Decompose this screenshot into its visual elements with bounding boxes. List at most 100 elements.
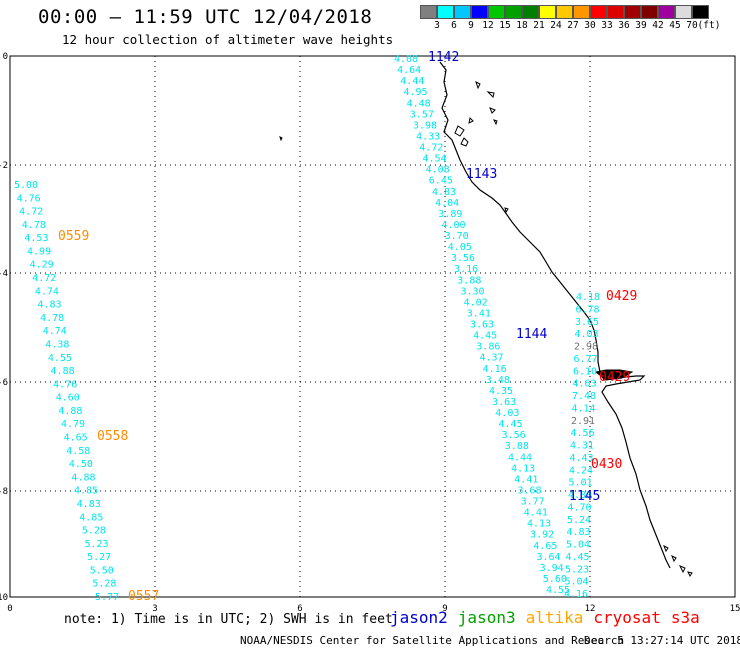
wave-height-value: 3.88 <box>457 275 481 286</box>
pass-time-label: 0559 <box>58 229 89 244</box>
wave-height-value: 4.02 <box>464 297 488 308</box>
wave-height-value: 4.74 <box>43 326 67 337</box>
footer-note: note: 1) Time is in UTC; 2) SWH is in fe… <box>64 612 393 627</box>
wave-height-value: 4.35 <box>489 386 513 397</box>
legend-swatch <box>675 5 692 19</box>
wave-height-value: 2.91 <box>571 416 595 427</box>
wave-height-value: 4.50 <box>69 459 93 470</box>
track-jason-central: 4.084.644.444.954.483.573.984.334.724.54… <box>394 54 570 596</box>
wave-height-value: 4.08 <box>426 165 450 176</box>
wave-height-value: 3.86 <box>476 342 500 353</box>
wave-height-value: 4.83 <box>37 300 61 311</box>
legend-label: 6 <box>451 20 457 31</box>
wave-height-value: 4.63 <box>572 379 596 390</box>
credit-line: NOAA/NESDIS Center for Satellite Applica… <box>240 634 625 647</box>
wave-height-value: 3.89 <box>438 209 462 220</box>
wave-height-value: 5.23 <box>85 539 109 550</box>
wave-height-value: 4.05 <box>448 242 472 253</box>
wave-height-value: 3.56 <box>451 253 475 264</box>
wave-height-value: 5.00 <box>14 180 38 191</box>
wave-height-value: 3.48 <box>486 375 510 386</box>
legend-label: 27 <box>567 20 579 31</box>
wave-height-value: 4.45 <box>473 331 497 342</box>
generated-timestamp: Dec 5 13:27:14 UTC 2018 <box>584 634 740 647</box>
legend-swatch <box>505 5 522 19</box>
wave-height-value: 5.60 <box>543 574 567 585</box>
legend-swatch <box>573 5 590 19</box>
legend-swatch <box>420 5 437 19</box>
wave-height-value: 4.13 <box>527 519 551 530</box>
wave-height-value: 4.58 <box>66 446 90 457</box>
wave-height-value: 4.29 <box>30 260 54 271</box>
wave-height-value: 4.43 <box>569 453 593 464</box>
legend-label: 42 <box>652 20 664 31</box>
legend-swatch <box>658 5 675 19</box>
wave-height-value: 4.76 <box>17 193 41 204</box>
wave-height-value: 3.70 <box>445 231 469 242</box>
x-tick-label: 9 <box>442 604 447 614</box>
wave-height-value: 6.45 <box>429 176 453 187</box>
wave-height-value: 4.41 <box>524 508 548 519</box>
wave-height-value: 4.72 <box>419 143 443 154</box>
wave-height-value: 4.85 <box>79 512 103 523</box>
wave-height-value: 5.23 <box>565 564 589 575</box>
y-tick-label: -2 <box>0 161 8 171</box>
legend-swatch <box>641 5 658 19</box>
legend-labels: 3 6 9 12 15 18 21 24 27 30 33 36 39 42 45 70 (ft) <box>420 19 740 33</box>
x-tick-label: 12 <box>585 604 596 614</box>
wave-height-value: 3.63 <box>492 397 516 408</box>
wave-height-value: 4.14 <box>571 403 595 414</box>
wave-height-value: 3.94 <box>540 563 564 574</box>
wave-height-value: 4.55 <box>546 585 570 596</box>
satellite-name: s3a <box>670 608 700 627</box>
pass-time-label: 0429 <box>599 370 630 385</box>
wave-height-value: 4.45 <box>565 552 589 563</box>
legend-swatch <box>471 5 488 19</box>
wave-height-value: 4.55 <box>48 353 72 364</box>
wave-height-value: 3.16 <box>454 264 478 275</box>
wave-height-value: 4.16 <box>564 589 588 600</box>
wave-height-value: 6.10 <box>573 366 597 377</box>
wave-height-value: 5.77 <box>95 592 119 603</box>
x-tick-label: 0 <box>7 604 12 614</box>
wave-height-value: 4.53 <box>24 233 48 244</box>
wave-height-value: 4.41 <box>514 474 538 485</box>
wave-height-value: 3.63 <box>470 320 494 331</box>
wave-height-value: 4.78 <box>40 313 64 324</box>
wave-height-value: 3.88 <box>505 441 529 452</box>
island-shape <box>663 544 693 577</box>
wave-height-value: 4.54 <box>422 154 446 165</box>
legend-color-bar <box>420 5 740 19</box>
wave-height-value: 4.31 <box>570 441 594 452</box>
wave-height-value: 4.83 <box>566 527 590 538</box>
wave-height-value: 6.77 <box>573 354 597 365</box>
legend-label: 21 <box>533 20 545 31</box>
legend-label: 33 <box>601 20 613 31</box>
y-tick-label: -6 <box>0 378 8 388</box>
wave-height-value: 5.27 <box>87 552 111 563</box>
legend-swatch <box>522 5 539 19</box>
wave-height-value: 4.65 <box>64 433 88 444</box>
wave-height-value: 4.65 <box>533 541 557 552</box>
legend-label: 15 <box>499 20 511 31</box>
x-tick-label: 3 <box>152 604 157 614</box>
wave-height-value: 4.70 <box>567 502 591 513</box>
island-shape <box>279 81 509 214</box>
wave-height-value: 5.28 <box>92 579 116 590</box>
x-tick-label: 6 <box>297 604 302 614</box>
wave-height-value: 6.78 <box>575 304 599 315</box>
wave-height-value: 4.04 <box>435 198 459 209</box>
pass-time-label: 1144 <box>516 327 547 342</box>
wave-height-value: 4.16 <box>483 364 507 375</box>
island-shape <box>594 369 634 381</box>
color-legend: 3 6 9 12 15 18 21 24 27 30 33 36 39 42 45 70 (ft) <box>420 5 740 33</box>
wave-height-value: 3.41 <box>467 308 491 319</box>
wave-height-value: 7.48 <box>572 391 596 402</box>
pass-time-label: 1143 <box>466 167 497 182</box>
wave-height-value: 4.76 <box>53 379 77 390</box>
wave-height-value: 3.98 <box>413 120 437 131</box>
legend-label: 24 <box>550 20 562 31</box>
y-tick-label: -8 <box>0 487 8 497</box>
wave-height-value: 4.99 <box>27 246 51 257</box>
legend-swatch <box>624 5 641 19</box>
